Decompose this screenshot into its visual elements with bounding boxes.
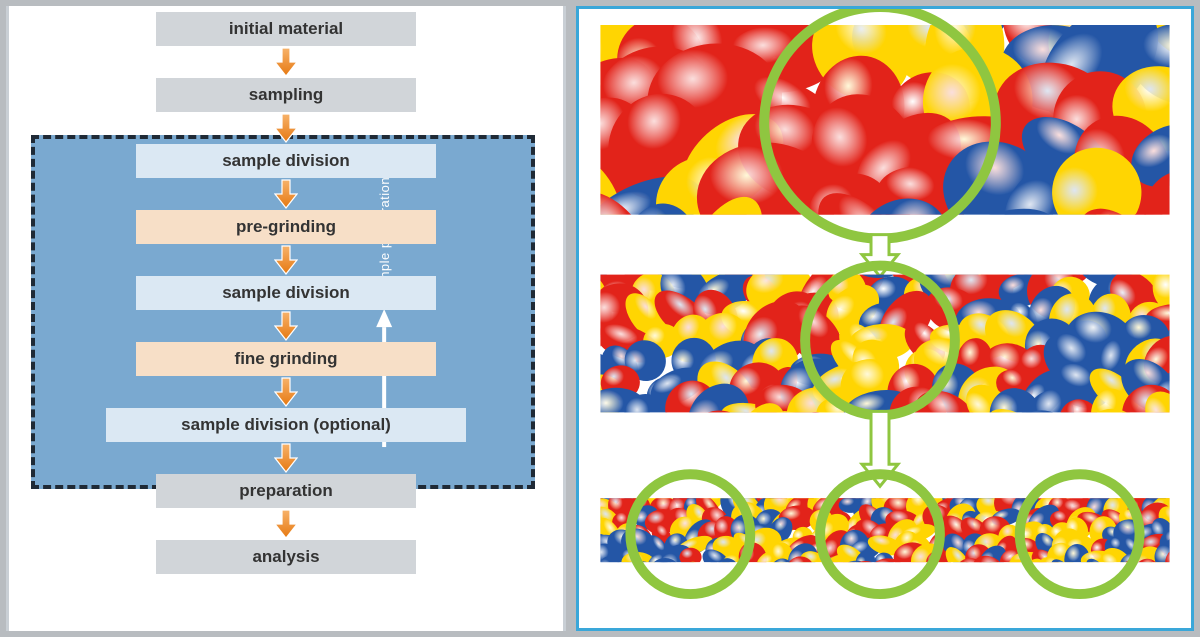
flowchart: sample preparation initial materialsampl…: [9, 6, 563, 631]
flow-step-label: sample division (optional): [181, 415, 391, 435]
page: sample preparation initial materialsampl…: [0, 0, 1200, 637]
flow-step-label: preparation: [239, 481, 333, 501]
down-arrow-icon: [274, 46, 298, 78]
flow-step: sampling: [156, 78, 416, 112]
down-arrow-icon: [274, 376, 298, 408]
down-arrow-icon: [274, 442, 298, 474]
flow-step: sample division: [136, 276, 436, 310]
flow-step: fine grinding: [136, 342, 436, 376]
down-arrow-icon: [274, 178, 298, 210]
flow-step: pre-grinding: [136, 210, 436, 244]
flow-step: sample division (optional): [106, 408, 466, 442]
illustration-panel: [576, 6, 1194, 631]
flow-step: sample division: [136, 144, 436, 178]
flow-step-label: initial material: [229, 19, 343, 39]
flow-step: preparation: [156, 474, 416, 508]
flow-step-label: sampling: [249, 85, 324, 105]
flow-step: initial material: [156, 12, 416, 46]
flow-step: analysis: [156, 540, 416, 574]
down-arrow-icon: [274, 112, 298, 144]
particle-illustration: [579, 9, 1191, 628]
particle-band: [579, 471, 1191, 598]
flow-step-label: fine grinding: [235, 349, 338, 369]
flow-steps-column: initial material sampling sample division p…: [9, 12, 563, 625]
down-arrow-icon: [274, 508, 298, 540]
flow-step-label: analysis: [252, 547, 319, 567]
flowchart-panel: sample preparation initial materialsampl…: [6, 6, 566, 631]
flow-step-label: pre-grinding: [236, 217, 336, 237]
flow-step-label: sample division: [222, 151, 350, 171]
down-arrow-icon: [274, 244, 298, 276]
flow-step-label: sample division: [222, 283, 350, 303]
down-arrow-icon: [274, 310, 298, 342]
